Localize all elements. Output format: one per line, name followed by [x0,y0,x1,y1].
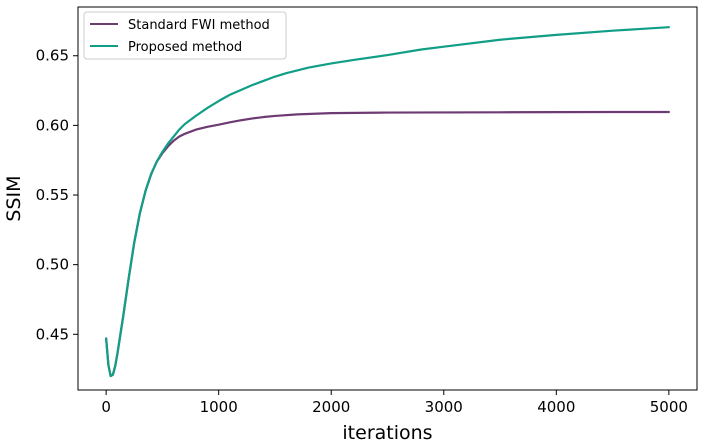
x-tick-label: 0 [101,398,111,416]
y-tick-label: 0.60 [36,116,69,134]
y-tick-label: 0.50 [36,256,69,274]
plot-frame [77,6,698,391]
y-tick-label: 0.45 [36,325,69,343]
x-axis-label: iterations [342,422,432,444]
x-tick-label: 3000 [425,398,463,416]
x-tick-label: 1000 [200,398,238,416]
y-axis: 0.45 0.50 0.55 0.60 0.65 [36,47,78,343]
legend: Standard FWI method Proposed method [83,11,287,60]
y-tick-label: 0.65 [36,47,69,65]
legend-box [83,11,287,60]
series-layer [105,26,670,378]
series-line-1 [105,26,670,378]
legend-label-0: Standard FWI method [128,18,270,33]
x-axis: 0 1000 2000 3000 4000 5000 [101,390,688,416]
x-tick-label: 4000 [537,398,575,416]
y-tick-label: 0.55 [36,186,69,204]
legend-label-1: Proposed method [128,40,242,55]
x-tick-label: 2000 [312,398,350,416]
x-tick-label: 5000 [650,398,688,416]
y-axis-label: SSIM [3,175,25,221]
